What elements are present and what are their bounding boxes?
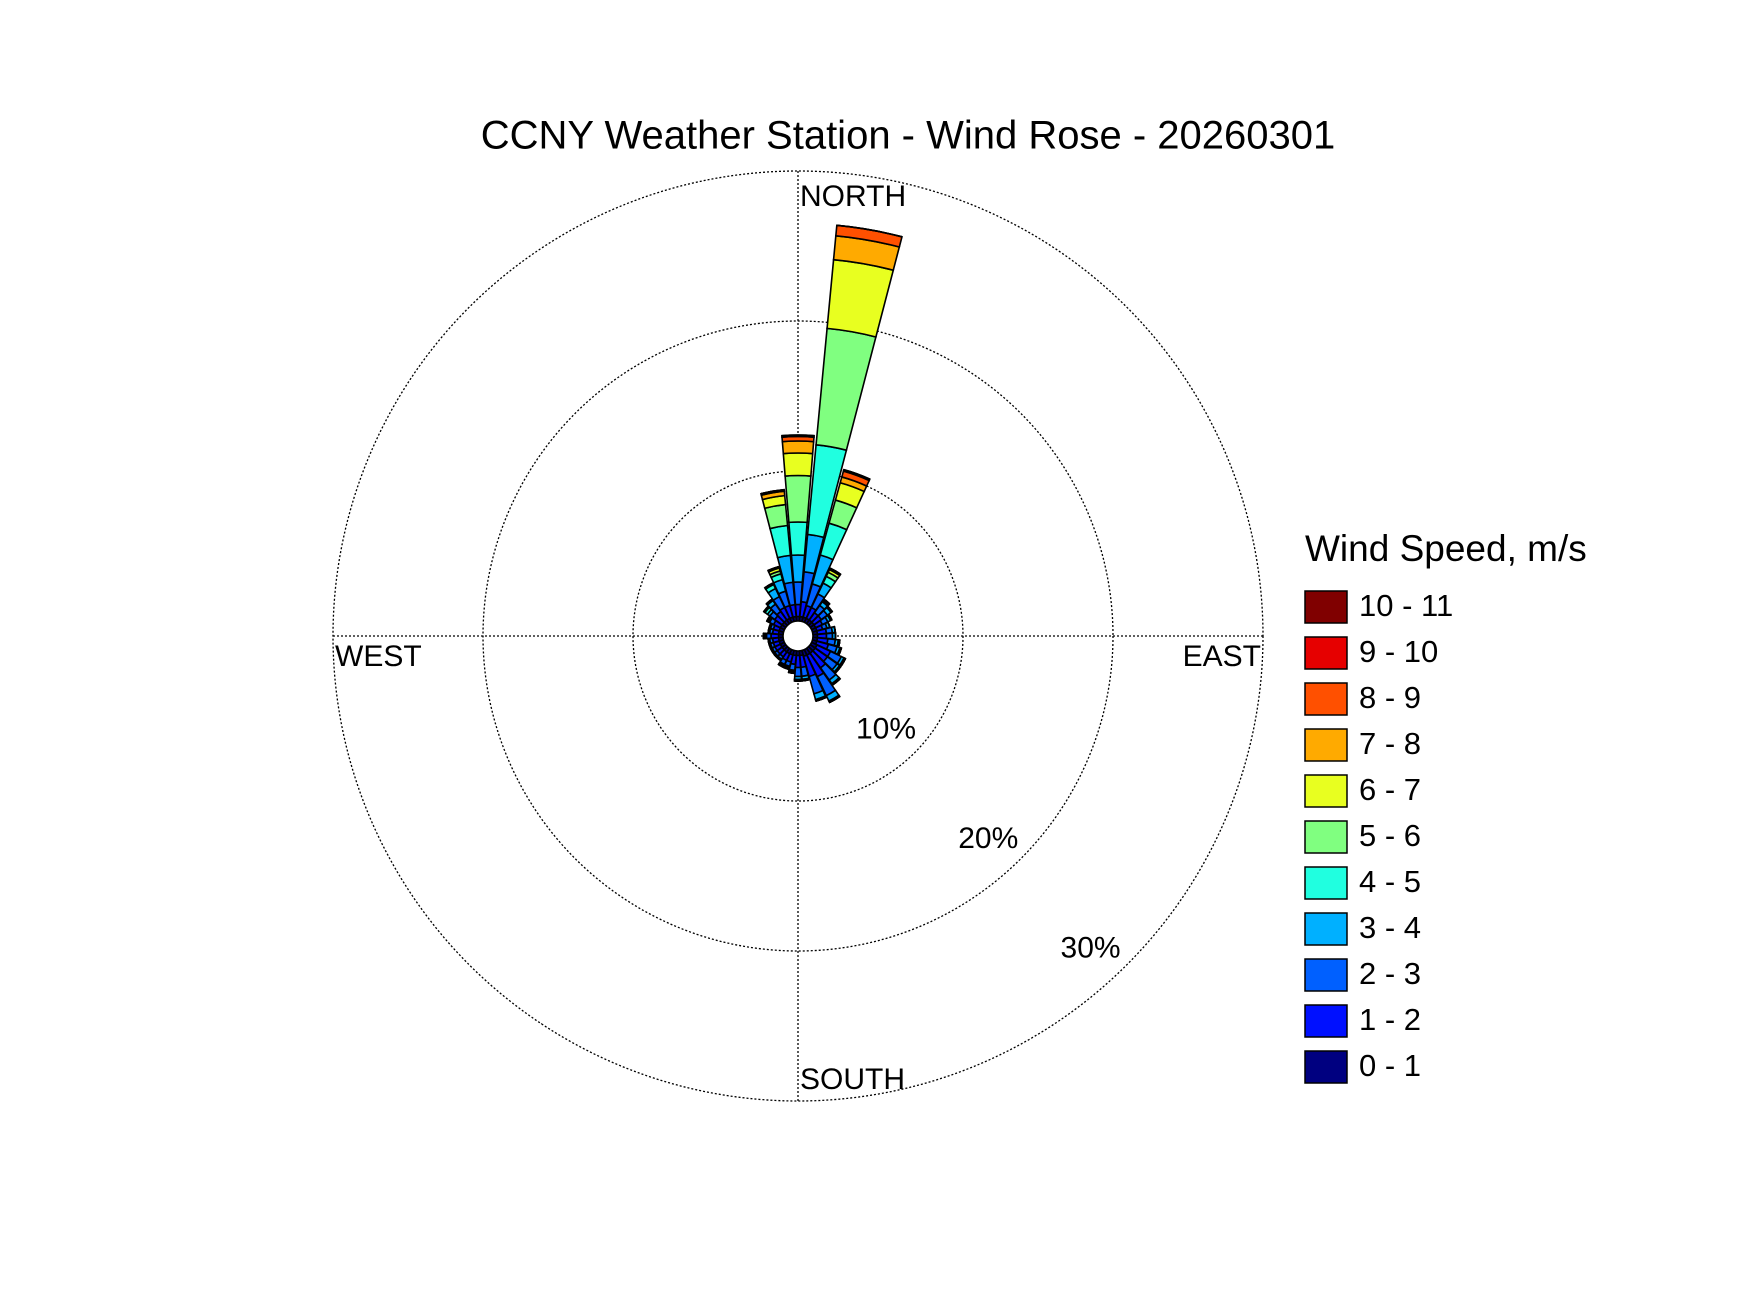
legend-swatch xyxy=(1304,912,1348,946)
legend-swatch xyxy=(1304,728,1348,762)
legend-swatch xyxy=(1304,1050,1348,1084)
wind-segment xyxy=(767,628,770,634)
legend-title: Wind Speed, m/s xyxy=(1305,528,1587,569)
legend-label: 8 - 9 xyxy=(1359,680,1421,715)
legend-swatch xyxy=(1304,590,1348,624)
wind-segment xyxy=(829,695,841,704)
legend-label: 3 - 4 xyxy=(1359,910,1421,945)
wind-segment xyxy=(843,468,871,480)
legend-label: 4 - 5 xyxy=(1359,864,1421,899)
direction-label: SOUTH xyxy=(800,1063,905,1096)
wind-segment xyxy=(781,434,815,437)
legend-swatch xyxy=(1304,636,1348,670)
legend-label: 5 - 6 xyxy=(1359,818,1421,853)
legend-swatch xyxy=(1304,958,1348,992)
legend-swatch xyxy=(1304,1004,1348,1038)
wind-segment xyxy=(829,567,842,575)
wind-segment xyxy=(781,440,815,455)
wind-segment xyxy=(784,474,812,524)
wind-segment xyxy=(767,638,770,644)
legend-swatch xyxy=(1304,866,1348,900)
wind-segment xyxy=(787,521,809,557)
wind-segment xyxy=(790,554,806,584)
center-hole xyxy=(782,620,814,652)
wind-segment xyxy=(788,671,795,675)
legend-swatch xyxy=(1304,820,1348,854)
wind-segment xyxy=(833,626,837,633)
direction-label: EAST xyxy=(1183,640,1261,673)
legend-label: 6 - 7 xyxy=(1359,772,1421,807)
legend-label: 1 - 2 xyxy=(1359,1002,1421,1037)
wind-segment xyxy=(827,605,833,613)
legend-label: 2 - 3 xyxy=(1359,956,1421,991)
wind-segment xyxy=(815,696,827,702)
r-tick-label: 20% xyxy=(958,822,1018,855)
wind-segment xyxy=(782,452,814,477)
legend-swatch xyxy=(1304,774,1348,808)
legend-swatch xyxy=(1304,682,1348,716)
legend-label: 7 - 8 xyxy=(1359,726,1421,761)
r-tick-label: 30% xyxy=(1061,932,1121,965)
legend-label: 9 - 10 xyxy=(1359,634,1438,669)
wind-segment xyxy=(825,632,834,640)
direction-label: WEST xyxy=(335,640,422,673)
wind-segment xyxy=(793,666,803,678)
chart-title: CCNY Weather Station - Wind Rose - 20260… xyxy=(481,114,1336,158)
direction-label: NORTH xyxy=(800,180,906,213)
wind-segment xyxy=(764,582,774,589)
r-tick-label: 10% xyxy=(856,712,916,745)
legend-label: 0 - 1 xyxy=(1359,1048,1421,1083)
legend-label: 10 - 11 xyxy=(1359,588,1453,623)
wind-segment xyxy=(760,488,785,495)
